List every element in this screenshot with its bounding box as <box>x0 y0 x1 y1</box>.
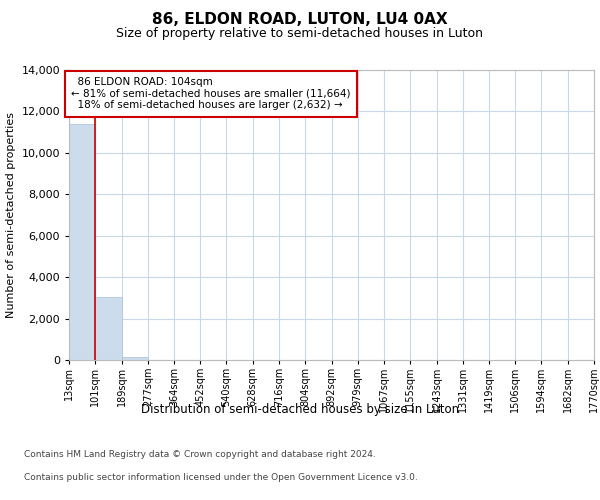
Text: 86, ELDON ROAD, LUTON, LU4 0AX: 86, ELDON ROAD, LUTON, LU4 0AX <box>152 12 448 28</box>
Y-axis label: Number of semi-detached properties: Number of semi-detached properties <box>6 112 16 318</box>
Bar <box>69 124 95 360</box>
Bar <box>122 357 148 360</box>
Text: Contains HM Land Registry data © Crown copyright and database right 2024.: Contains HM Land Registry data © Crown c… <box>24 450 376 459</box>
Text: Size of property relative to semi-detached houses in Luton: Size of property relative to semi-detach… <box>116 28 484 40</box>
Text: Distribution of semi-detached houses by size in Luton: Distribution of semi-detached houses by … <box>141 402 459 415</box>
Text: 86 ELDON ROAD: 104sqm
← 81% of semi-detached houses are smaller (11,664)
  18% o: 86 ELDON ROAD: 104sqm ← 81% of semi-deta… <box>71 77 351 110</box>
Text: Contains public sector information licensed under the Open Government Licence v3: Contains public sector information licen… <box>24 472 418 482</box>
Bar <box>95 297 122 360</box>
